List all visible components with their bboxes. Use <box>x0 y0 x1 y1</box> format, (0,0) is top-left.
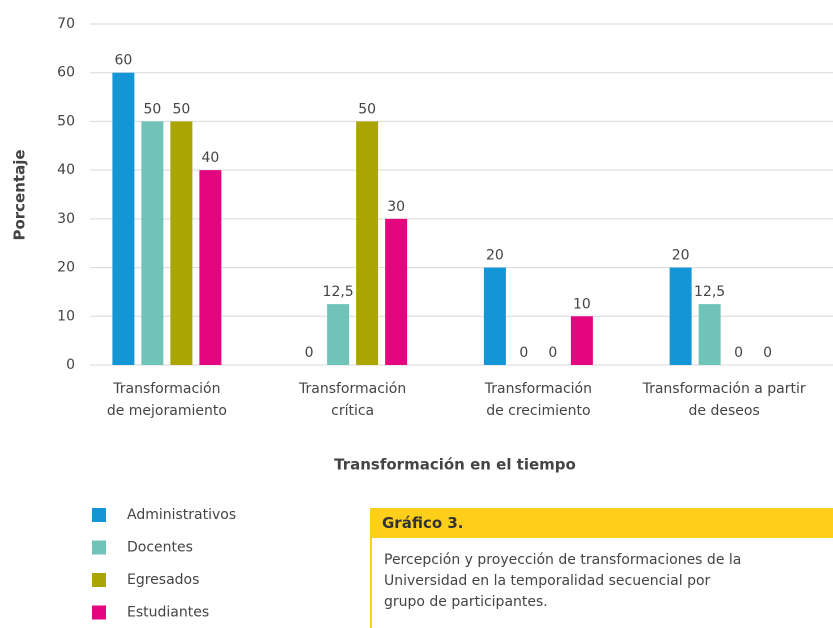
legend-label: Egresados <box>127 572 199 588</box>
data-label: 12,5 <box>694 284 725 300</box>
legend-swatch <box>92 573 106 587</box>
data-label: 50 <box>172 101 190 117</box>
data-label: 50 <box>143 101 161 117</box>
y-tick-label: 50 <box>57 113 75 129</box>
bar <box>385 218 408 365</box>
legend-label: Docentes <box>127 540 193 556</box>
x-tick-label-line: de mejoramiento <box>106 403 227 419</box>
data-label: 20 <box>486 248 504 264</box>
caption-body: Percepción y proyección de transformacio… <box>370 538 833 628</box>
y-tick-label: 40 <box>57 162 75 178</box>
data-label: 0 <box>548 345 557 361</box>
y-tick-label: 20 <box>57 260 75 276</box>
x-tick-label: Transformación crítica <box>253 378 453 422</box>
x-axis-title: Transformación en el tiempo <box>334 456 576 474</box>
y-tick-label: 0 <box>66 357 75 373</box>
y-tick-label: 70 <box>57 16 75 32</box>
caption-title: Gráfico 3. <box>370 508 833 538</box>
bar <box>199 170 222 365</box>
bar <box>698 304 721 365</box>
y-axis-title: Porcentaje <box>11 149 29 240</box>
x-tick-label-line: Transformación <box>484 381 592 397</box>
data-label: 50 <box>358 101 376 117</box>
bar <box>483 267 506 365</box>
legend-label: Estudiantes <box>127 605 209 621</box>
data-label: 0 <box>734 345 743 361</box>
x-tick-label: Transformación de mejoramiento <box>67 378 267 422</box>
data-label: 0 <box>519 345 528 361</box>
bar <box>141 121 164 365</box>
x-tick-label: Transformación a partir de deseos <box>624 378 824 422</box>
x-tick-label-line: Transformación <box>113 381 221 397</box>
bar <box>570 316 593 365</box>
legend-swatch <box>92 540 106 555</box>
bar <box>170 121 193 365</box>
x-tick-label-line: crítica <box>331 403 375 419</box>
data-label: 60 <box>114 53 132 69</box>
data-label: 20 <box>672 248 690 264</box>
bar <box>327 304 350 365</box>
caption-text: Percepción y proyección de transformacio… <box>384 552 742 610</box>
y-tick-label: 30 <box>57 211 75 227</box>
y-tick-label: 10 <box>57 308 75 324</box>
x-tick-label-line: Transformación a partir <box>642 381 806 397</box>
data-label: 12,5 <box>323 284 354 300</box>
data-label: 30 <box>387 199 405 215</box>
x-tick-label-line: de crecimiento <box>486 403 591 419</box>
x-tick-label-line: Transformación <box>299 381 407 397</box>
data-label: 0 <box>305 345 314 361</box>
legend-swatch <box>92 508 106 522</box>
legend-label: Administrativos <box>127 507 236 523</box>
legend-swatch <box>92 605 106 620</box>
bar <box>669 267 692 365</box>
x-tick-label: Transformación de crecimiento <box>438 378 638 422</box>
data-label: 40 <box>201 150 219 166</box>
data-label: 10 <box>573 296 591 312</box>
bar <box>356 121 379 365</box>
x-tick-label-line: de deseos <box>688 403 760 419</box>
bar <box>112 72 135 365</box>
data-label: 0 <box>763 345 772 361</box>
y-tick-label: 60 <box>57 65 75 81</box>
